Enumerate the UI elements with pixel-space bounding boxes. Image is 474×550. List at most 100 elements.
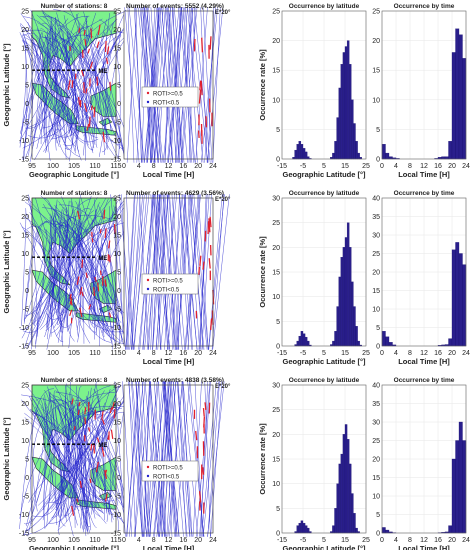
lat-hist-frame <box>281 384 367 534</box>
roti-segment <box>90 28 93 39</box>
time-track <box>128 381 143 537</box>
time-y-tick-label: -10 <box>111 512 121 519</box>
satellite-track <box>36 397 49 503</box>
time-track <box>163 381 180 537</box>
satellite-track <box>65 383 107 524</box>
time-hist-y-tick-label: 25 <box>372 251 380 258</box>
satellite-track <box>55 199 85 317</box>
time-hist-bar <box>458 421 463 534</box>
satellite-track <box>46 202 122 320</box>
satellite-track <box>88 227 127 333</box>
satellite-track <box>54 401 90 504</box>
lat-hist-bar <box>296 525 299 534</box>
lat-hist-y-tick-label: 20 <box>272 245 280 252</box>
map-y-tick-label: 5 <box>25 457 29 464</box>
time-hist-x-tick-label: 0 <box>380 537 384 544</box>
time-y-tick-label: 0 <box>117 288 121 295</box>
time-y-tick-label: -5 <box>115 494 121 501</box>
time-track <box>189 381 205 537</box>
time-track <box>164 381 180 537</box>
time-track <box>175 7 188 163</box>
roti-segment <box>94 276 97 283</box>
satellite-track <box>39 35 81 133</box>
satellite-track <box>96 221 113 350</box>
time-y-tick-label: 5 <box>117 457 121 464</box>
lat-hist-y-tick-label: 15 <box>272 270 280 277</box>
satellite-track <box>29 212 122 342</box>
time-track <box>148 194 159 350</box>
time-hist-x-axis-label: Local Time [H] <box>398 357 450 366</box>
roti-segment <box>97 24 101 36</box>
satellite-track <box>26 209 74 347</box>
time-track <box>193 194 209 350</box>
time-hist-frame <box>381 197 467 347</box>
satellite-track <box>27 392 51 537</box>
map-y-tick-label: -10 <box>19 138 29 145</box>
lat-hist-y-tick-label: 30 <box>272 196 280 203</box>
time-track <box>157 194 170 350</box>
lat-hist-bar <box>304 151 308 160</box>
time-track <box>135 381 143 537</box>
satellite-track <box>76 210 95 313</box>
satellite-track <box>97 385 122 520</box>
lat-hist-y-tick-label: 15 <box>272 457 280 464</box>
time-track <box>150 7 159 163</box>
time-track <box>128 7 145 163</box>
satellite-track <box>58 226 126 344</box>
map-y-tick-label: 10 <box>21 64 29 71</box>
satellite-track <box>24 220 48 322</box>
time-track <box>168 194 183 350</box>
time-hist-frame <box>381 10 467 160</box>
time-hist-y-tick-label: 25 <box>372 438 380 445</box>
roti-legend: ROTI>=0.5 ROTI<0.5 <box>141 86 199 108</box>
satellite-track <box>68 401 89 531</box>
time-hist-x-tick-label: 0 <box>380 350 384 357</box>
satellite-track <box>55 38 76 127</box>
time-track <box>169 194 179 350</box>
roti-segment <box>104 228 107 239</box>
time-hist-y-tick-label: 0 <box>376 344 380 351</box>
roti-segment <box>83 29 86 36</box>
legend-marker-low <box>146 474 150 478</box>
e20-label: E*20° <box>215 10 231 16</box>
time-track <box>126 7 138 163</box>
roti-segment <box>71 80 74 88</box>
legend-marker-high <box>146 91 150 95</box>
roti-segment <box>67 79 71 90</box>
roti-segment <box>110 429 114 440</box>
time-hist-bar <box>444 156 449 160</box>
legend-box <box>141 273 199 295</box>
satellite-track <box>79 408 86 509</box>
roti-segment <box>84 103 88 112</box>
time-hist-bar <box>381 331 386 347</box>
time-track <box>170 381 184 537</box>
lat-hist-bar <box>349 247 352 347</box>
roti-segment <box>99 228 102 234</box>
roti-segment <box>103 209 106 220</box>
satellite-track <box>90 202 101 318</box>
time-track <box>136 381 144 537</box>
lat-hist-bar <box>336 483 339 534</box>
lat-hist-bar <box>336 306 339 347</box>
time-track <box>144 7 162 163</box>
time-track <box>155 194 169 350</box>
lat-hist-y-tick-label: 25 <box>272 9 280 16</box>
time-hist-x-tick-label: 12 <box>420 537 428 544</box>
satellite-track <box>19 409 39 530</box>
roti-segment <box>91 237 94 243</box>
time-roti-segment <box>202 261 205 270</box>
time-y-tick-label: 20 <box>113 401 121 408</box>
time-track <box>191 7 209 163</box>
time-track <box>166 381 176 537</box>
lat-hist-y-tick-label: 5 <box>276 506 280 513</box>
time-hist-x-axis-label: Local Time [H] <box>398 544 450 550</box>
map-x-axis-label: Geographic Longitude [°] <box>29 544 120 550</box>
satellite-track <box>25 213 111 343</box>
roti-legend: ROTI>=0.5 ROTI<0.5 <box>141 273 199 295</box>
satellite-track <box>23 20 59 161</box>
time-x-tick-label: 20 <box>194 163 202 170</box>
lat-hist-bar <box>334 508 337 534</box>
satellite-track <box>85 416 111 527</box>
time-hist-y-tick-label: 10 <box>372 97 380 104</box>
lat-hist-bar <box>298 335 302 347</box>
